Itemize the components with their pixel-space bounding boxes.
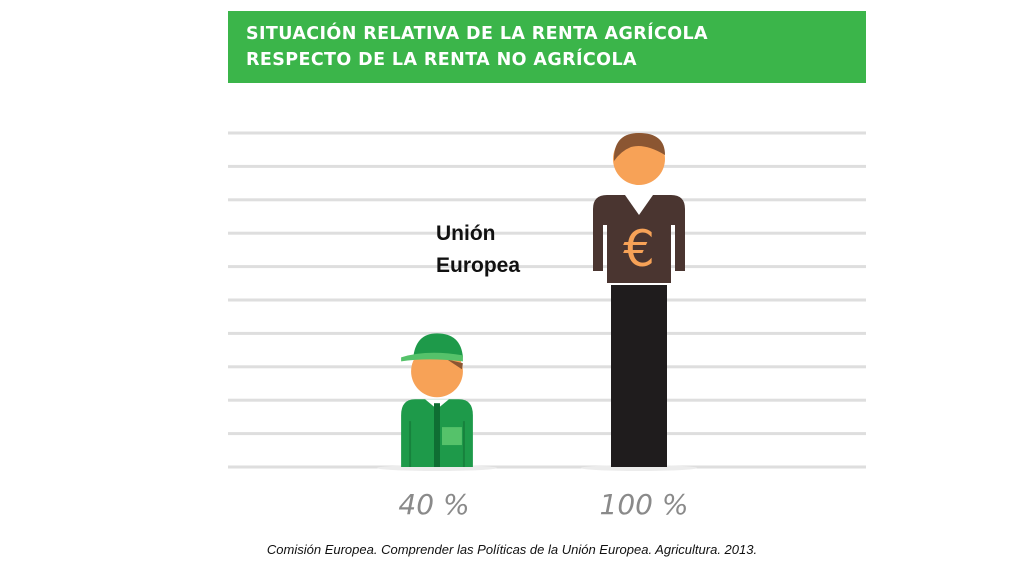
region-label-line-2: Europea	[436, 254, 521, 277]
gridline	[228, 164, 866, 168]
gridline	[228, 231, 866, 235]
gridline	[228, 331, 866, 335]
gridline	[228, 265, 866, 269]
gridline	[228, 365, 866, 369]
gridline	[228, 398, 866, 402]
farmer-zip	[434, 403, 440, 467]
region-label-line-1: Unión	[436, 222, 496, 245]
gridline	[228, 198, 866, 202]
gridlines	[228, 131, 866, 469]
farmer-hair	[446, 359, 463, 370]
value-label-worker: 100 %	[599, 488, 689, 521]
title-banner: SITUACIÓN RELATIVA DE LA RENTA AGRÍCOLA …	[228, 11, 866, 83]
farmer-icon	[377, 333, 497, 471]
gridline	[228, 465, 866, 469]
euro-icon: €	[623, 220, 655, 278]
source-citation: Comisión Europea. Comprender las Polític…	[266, 542, 758, 557]
farmer-cap	[413, 333, 463, 360]
farmer-pocket	[441, 427, 462, 446]
farmer-sleeve-left	[409, 421, 412, 467]
chart-title-line-1: SITUACIÓN RELATIVA DE LA RENTA AGRÍCOLA	[246, 24, 709, 44]
worker-trousers	[611, 285, 667, 467]
chart-marks: €	[377, 133, 697, 471]
value-label-farmer: 40 %	[398, 488, 470, 521]
worker-sweater	[593, 195, 685, 283]
worker-collar	[625, 195, 653, 215]
gridline	[228, 298, 866, 302]
worker-icon: €	[581, 133, 697, 471]
worker-shadow	[581, 465, 697, 471]
farmer-sleeve-right	[462, 421, 465, 467]
region-label: Unión Europea	[436, 218, 520, 282]
farmer-cap-visor	[401, 352, 463, 362]
gridline	[228, 432, 866, 436]
worker-hair	[613, 133, 665, 161]
gridline	[228, 131, 866, 135]
chart-title-line-2: RESPECTO DE LA RENTA NO AGRÍCOLA	[246, 50, 637, 70]
